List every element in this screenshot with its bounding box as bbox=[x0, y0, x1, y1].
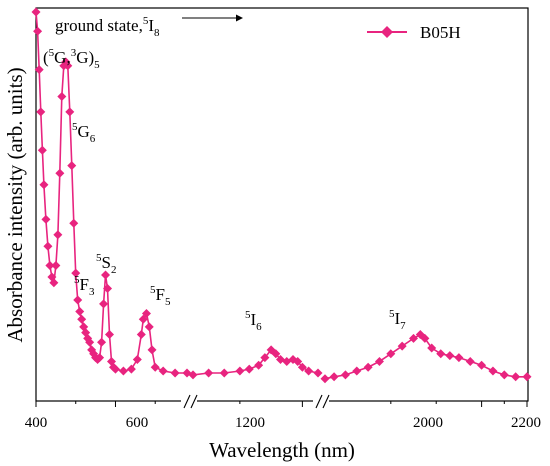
data-point bbox=[51, 260, 61, 270]
data-point bbox=[57, 91, 67, 101]
annotation-5s2: 5S2 bbox=[96, 252, 116, 276]
tick-label-2000: 2000 bbox=[413, 415, 443, 431]
data-point bbox=[147, 345, 157, 355]
data-point bbox=[33, 26, 43, 36]
legend-label: B05H bbox=[420, 23, 461, 42]
data-point bbox=[409, 333, 419, 343]
data-point bbox=[374, 356, 384, 366]
data-point bbox=[320, 374, 330, 384]
annotation-5g-3g-5: (5G,3G)5 bbox=[43, 47, 100, 71]
data-point bbox=[244, 364, 254, 374]
data-point bbox=[454, 353, 464, 363]
data-point bbox=[53, 230, 63, 240]
data-point bbox=[511, 372, 521, 382]
data-point bbox=[103, 283, 113, 293]
data-point bbox=[420, 333, 430, 343]
data-point bbox=[85, 337, 95, 347]
data-point bbox=[110, 364, 120, 374]
arrow-icon bbox=[182, 14, 243, 22]
data-point bbox=[188, 370, 198, 380]
data-point bbox=[271, 349, 281, 359]
annotation-5i7: 5I7 bbox=[389, 308, 406, 332]
data-point bbox=[36, 107, 46, 117]
annotation-ground-state: ground state,5I8 bbox=[55, 15, 160, 39]
data-point bbox=[75, 307, 85, 317]
series-b05h bbox=[31, 7, 532, 384]
legend-marker-icon bbox=[381, 26, 393, 38]
data-point bbox=[260, 353, 270, 363]
data-point bbox=[49, 278, 59, 288]
data-point bbox=[522, 372, 532, 382]
axis-break-2 bbox=[313, 394, 330, 409]
data-point bbox=[99, 299, 109, 309]
data-point bbox=[158, 366, 168, 376]
data-point bbox=[118, 366, 128, 376]
data-point bbox=[141, 308, 151, 318]
data-point bbox=[363, 362, 373, 372]
axis-break-1 bbox=[181, 394, 198, 409]
data-point bbox=[39, 180, 49, 190]
data-point bbox=[427, 343, 437, 353]
annotation-5i6: 5I6 bbox=[245, 309, 262, 333]
tick-label-1200: 1200 bbox=[235, 415, 265, 431]
data-point bbox=[488, 366, 498, 376]
data-point bbox=[297, 362, 307, 372]
y-axis-title: Absorbance intensity (arb. units) bbox=[3, 67, 27, 342]
data-point bbox=[329, 372, 339, 382]
data-point bbox=[499, 370, 509, 380]
data-point bbox=[101, 270, 111, 280]
x-axis-ticks bbox=[35, 401, 528, 407]
data-point bbox=[235, 366, 245, 376]
legend: B05H bbox=[367, 23, 461, 42]
data-point bbox=[77, 314, 87, 324]
data-point bbox=[97, 337, 107, 347]
data-point bbox=[105, 330, 115, 340]
data-point bbox=[43, 241, 53, 251]
plot-frame bbox=[35, 7, 529, 402]
data-point bbox=[45, 260, 55, 270]
data-point bbox=[397, 341, 407, 351]
data-point bbox=[219, 368, 229, 378]
data-point bbox=[31, 7, 41, 17]
data-point bbox=[293, 356, 303, 366]
data-point bbox=[71, 268, 81, 278]
data-point bbox=[136, 330, 146, 340]
data-point bbox=[204, 368, 214, 378]
annotation-5f5: 5F5 bbox=[150, 284, 171, 308]
annotation-5f3: 5F3 bbox=[74, 274, 95, 298]
data-point bbox=[34, 65, 44, 75]
data-point bbox=[436, 349, 446, 359]
data-point bbox=[465, 356, 475, 366]
data-point bbox=[386, 349, 396, 359]
annotation-5g6: 5G6 bbox=[72, 121, 96, 145]
data-point bbox=[41, 214, 51, 224]
x-axis-title: Wavelength (nm) bbox=[209, 438, 355, 462]
data-point bbox=[63, 61, 73, 71]
data-point bbox=[144, 322, 154, 332]
data-point bbox=[304, 366, 314, 376]
data-point bbox=[150, 362, 160, 372]
data-point bbox=[340, 370, 350, 380]
data-point bbox=[313, 368, 323, 378]
tick-label-2200: 2200 bbox=[511, 415, 541, 431]
data-point bbox=[352, 366, 362, 376]
data-point bbox=[37, 145, 47, 155]
tick-label-600: 600 bbox=[126, 415, 149, 431]
data-point bbox=[55, 168, 65, 178]
data-point bbox=[67, 161, 77, 171]
tick-label-400: 400 bbox=[25, 415, 48, 431]
data-point bbox=[73, 295, 83, 305]
data-point bbox=[445, 351, 455, 361]
data-point bbox=[126, 364, 136, 374]
data-point bbox=[65, 107, 75, 117]
data-point bbox=[477, 360, 487, 370]
data-point bbox=[132, 355, 142, 365]
data-point bbox=[95, 353, 105, 363]
data-point bbox=[254, 360, 264, 370]
data-point bbox=[170, 368, 180, 378]
data-point bbox=[69, 218, 79, 228]
